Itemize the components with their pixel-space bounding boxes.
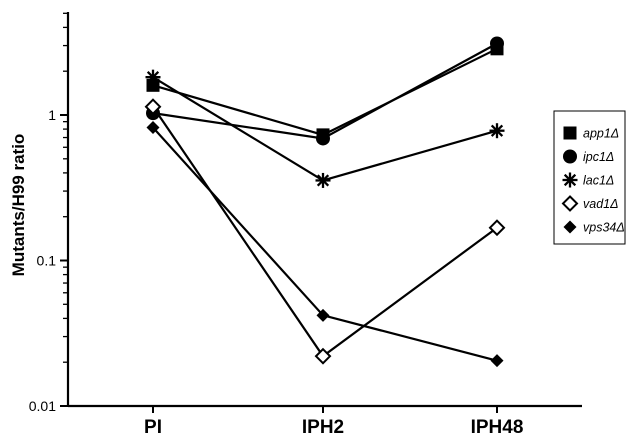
legend-marker [563, 220, 577, 234]
series-line [152, 126, 498, 362]
legend-label: lac1Δ [583, 174, 614, 188]
legend-marker [562, 172, 578, 188]
x-tick-label: PI [144, 417, 162, 436]
data-point [144, 98, 162, 116]
data-point [316, 131, 330, 146]
data-point [489, 123, 505, 139]
x-tick-label: IPH2 [302, 417, 344, 436]
data-point [316, 308, 330, 322]
data-point [146, 121, 160, 135]
y-axis: 0.01 0.1 1 [29, 12, 70, 414]
legend: app1Δ ipc1Δ lac1Δ vad1Δ vps34Δ [553, 110, 626, 245]
x-ticks: PI IPH2 IPH48 [144, 406, 523, 436]
legend-marker [563, 126, 577, 140]
legend-marker [561, 195, 579, 212]
data-point [145, 69, 161, 85]
legend-label: vps34Δ [583, 221, 625, 235]
legend-label: app1Δ [583, 127, 619, 141]
legend-marker [563, 149, 577, 164]
data-point [490, 36, 504, 51]
series-layer [144, 36, 506, 368]
legend-label: vad1Δ [583, 197, 619, 211]
data-point [315, 172, 331, 188]
data-point [488, 219, 506, 237]
series-line [152, 47, 498, 137]
data-point [314, 347, 332, 365]
x-axis: PI IPH2 IPH48 [68, 404, 582, 436]
series-line [152, 42, 498, 140]
y-tick-label: 0.1 [37, 253, 57, 269]
data-point [146, 78, 160, 92]
y-ticks: 0.01 0.1 1 [29, 12, 68, 414]
legend-label: ipc1Δ [583, 150, 614, 164]
x-tick-label: IPH48 [471, 417, 524, 436]
y-tick-label: 0.01 [29, 398, 56, 414]
y-axis-title: Mutants/H99 ratio [9, 134, 28, 277]
data-point [490, 354, 504, 368]
y-tick-label: 1 [48, 107, 56, 123]
